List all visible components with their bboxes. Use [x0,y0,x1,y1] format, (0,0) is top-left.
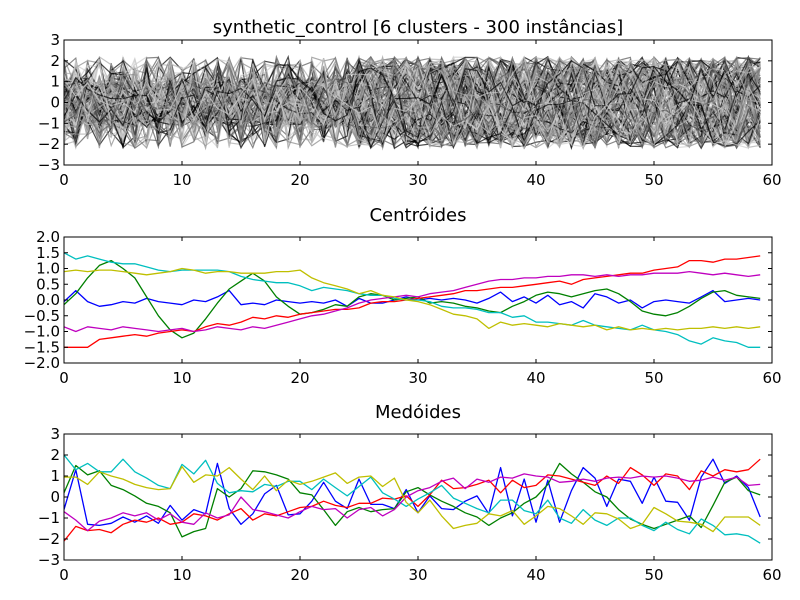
y-tick-label: 1.0 [36,260,60,278]
y-tick-label: 0.5 [36,275,60,293]
y-tick-label: −3 [38,156,60,174]
series-line [64,252,761,348]
x-tick-label: 20 [290,566,309,584]
instance-series-line [64,77,761,148]
y-tick-label: −1.0 [24,323,60,341]
y-tick-label: 2 [50,446,60,464]
series-line [64,462,761,538]
x-tick-label: 40 [526,369,545,387]
axes-frame [63,433,773,561]
x-tick-label: 30 [408,369,427,387]
x-tick-label: 40 [526,171,545,189]
x-tick-label: 20 [290,171,309,189]
x-tick-label: 0 [59,369,69,387]
instance-series-line [64,59,761,127]
plot-area [64,252,761,348]
panel-instances: 0 10 20 30 40 50 603210−1−2−3synthetic_control… [38,17,782,189]
x-tick-label: 0 [59,171,69,189]
series-line [64,465,761,533]
y-tick-label: 1 [50,467,60,485]
x-tick-label: 60 [762,171,781,189]
instance-series-line [64,54,761,150]
x-tick-label: 10 [172,566,191,584]
x-tick-label: 50 [644,171,663,189]
panel-centroids: 0 10 20 30 40 50 60 2.01.51.00.50.0−0.5−1.0−1.5… [24,205,782,387]
instance-series-line [64,55,761,128]
y-tick-label: 1 [50,73,60,91]
instance-series-line [64,55,761,149]
y-tick-label: −1 [38,509,60,527]
chart-title: synthetic_control [6 clusters - 300 inst… [213,17,623,38]
y-tick-label: −3 [38,551,60,569]
y-tick-label: 2 [50,52,60,70]
y-tick-label: 3 [50,425,60,443]
series-line [64,255,761,348]
y-tick-label: 0 [50,488,60,506]
y-tick-label: 0.0 [36,291,60,309]
instance-series-line [64,58,761,149]
y-tick-label: 0 [50,94,60,112]
x-tick-label: 40 [526,566,545,584]
x-tick-label: 30 [408,171,427,189]
series-line [64,473,761,532]
x-tick-label: 30 [408,566,427,584]
y-tick-label: 2.0 [36,228,60,246]
x-tick-label: 20 [290,369,309,387]
x-tick-label: 60 [762,566,781,584]
x-tick-label: 0 [59,566,69,584]
chart-title: Medóides [375,402,461,423]
series-line [64,267,761,331]
x-tick-label: 50 [644,369,663,387]
y-tick-label: 3 [50,31,60,49]
plot-area [64,54,761,151]
y-tick-label: −0.5 [24,307,60,325]
series-line [64,270,761,333]
x-tick-label: 10 [172,369,191,387]
instance-series-line [64,76,761,149]
series-line [64,289,761,309]
y-tick-label: −2 [38,530,60,548]
chart-title: Centróides [369,205,466,226]
x-tick-label: 60 [762,369,781,387]
x-tick-label: 10 [172,171,191,189]
series-line [64,454,761,544]
plot-area [64,454,761,544]
y-tick-label: −2.0 [24,354,60,372]
y-tick-label: −1 [38,114,60,132]
y-tick-label: 1.5 [36,244,60,262]
instance-series-line [64,56,761,128]
y-tick-label: −2 [38,135,60,153]
x-tick-label: 50 [644,566,663,584]
instance-series-line [64,55,761,127]
series-line [64,259,761,339]
y-tick-label: −1.5 [24,338,60,356]
